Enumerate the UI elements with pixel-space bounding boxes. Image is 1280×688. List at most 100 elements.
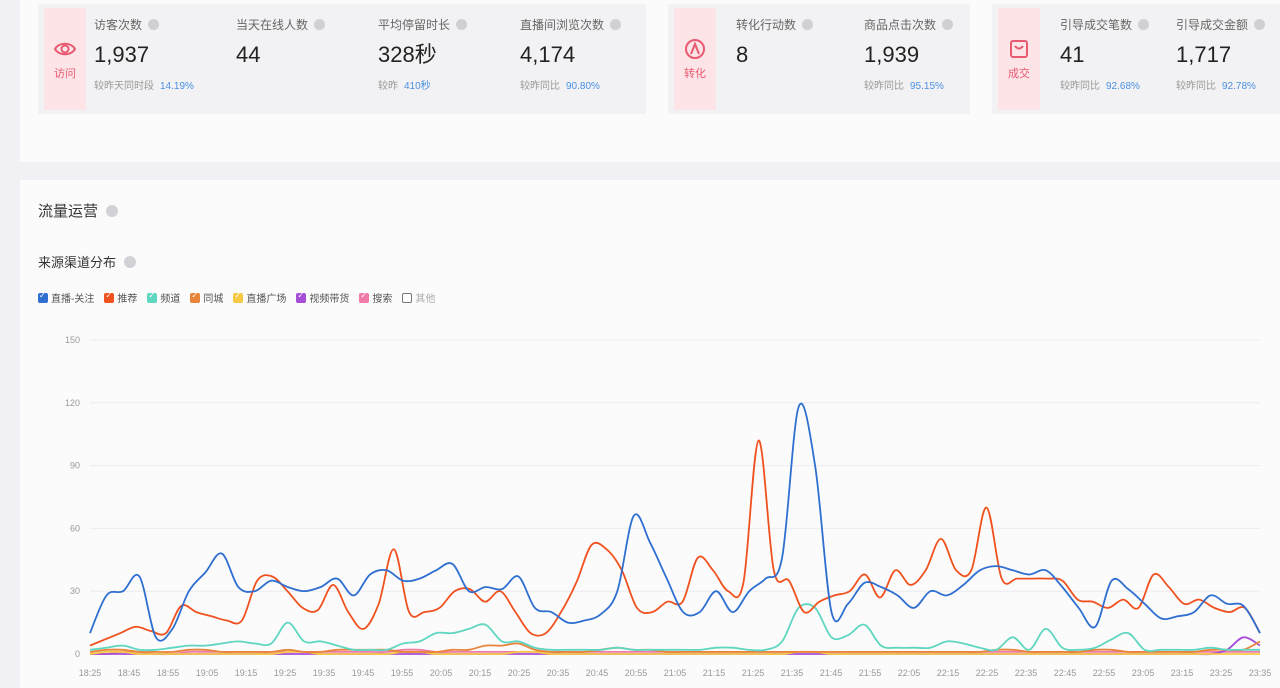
metric-visits: 访客次数 1,937 较昨天同时段 14.19% [94, 16, 194, 92]
legend-label: 推荐 [117, 294, 138, 305]
y-tick-label: 120 [65, 398, 80, 408]
x-tick-label: 22:35 [1015, 668, 1038, 678]
metric-value: 1,939 [864, 42, 920, 67]
x-tick-label: 21:25 [742, 668, 765, 678]
metric-views: 直播间浏览次数 4,174 较昨同比 90.80% [520, 16, 622, 92]
x-tick-label: 18:55 [157, 668, 180, 678]
metric-value: 8 [736, 42, 749, 67]
checkbox-icon [147, 291, 158, 303]
eye-icon [53, 42, 77, 56]
legend-item-5[interactable]: 视频带货 [296, 290, 349, 305]
x-tick-label: 20:25 [508, 668, 531, 678]
help-icon[interactable] [942, 19, 954, 30]
legend-item-3[interactable]: 同城 [190, 290, 223, 305]
metric-label: 引导成交笔数 [1060, 18, 1133, 32]
x-tick-label: 20:15 [469, 668, 492, 678]
x-tick-label: 20:55 [625, 668, 648, 678]
help-icon[interactable] [106, 204, 119, 217]
checkbox-icon [402, 292, 413, 303]
metric-compare: 较昨同比 92.68% [1060, 81, 1140, 92]
legend-label: 直播-关注 [51, 294, 95, 305]
visit-card: 访问 访客次数 1,937 较昨天同时段 14.19% 当天在线人数 44 平均停… [38, 4, 646, 114]
y-tick-label: 60 [70, 523, 80, 533]
metric-value: 4,174 [520, 42, 576, 67]
target-icon [685, 39, 705, 59]
help-icon[interactable] [610, 19, 622, 30]
x-tick-label: 19:25 [274, 668, 297, 678]
metric-avg-stay: 平均停留时长 328秒 较昨 410秒 [378, 16, 468, 92]
series-line-0 [89, 402, 1261, 642]
x-tick-label: 20:45 [586, 668, 609, 678]
metric-value: 44 [236, 42, 261, 67]
x-tick-label: 23:35 [1249, 668, 1272, 678]
x-tick-label: 19:05 [196, 668, 219, 678]
legend-item-6[interactable]: 搜索 [359, 290, 392, 305]
metric-compare: 较昨同比 90.80% [520, 81, 600, 92]
legend-item-7[interactable]: 其他 [402, 290, 435, 305]
conversion-category-label: 转化 [684, 68, 706, 80]
y-tick-label: 0 [75, 649, 80, 659]
conversion-category: 转化 [674, 8, 716, 110]
legend-item-4[interactable]: 直播广场 [233, 290, 286, 305]
metric-value: 328秒 [378, 42, 437, 67]
help-icon[interactable] [124, 255, 137, 268]
series-line-2 [89, 603, 1260, 652]
metric-compare: 较昨同比 92.78% [1176, 81, 1256, 92]
x-tick-label: 21:15 [703, 668, 726, 678]
traffic-panel: 流量运营 来源渠道分布 直播-关注 推荐 频道 同城 直播广场 视频带货 搜索 其他 0 30 6… [20, 180, 1280, 688]
x-tick-label: 22:45 [1054, 668, 1077, 678]
y-tick-label: 90 [70, 461, 80, 471]
help-icon[interactable] [314, 19, 326, 30]
legend-label: 同城 [203, 294, 224, 305]
x-tick-label: 23:05 [1132, 668, 1155, 678]
x-tick-label: 20:05 [430, 668, 453, 678]
checkbox-icon [359, 291, 370, 303]
conversion-card: 转化 转化行动数 8 商品点击次数 1,939 较昨同比 95.15% [668, 4, 970, 114]
x-tick-label: 18:25 [79, 668, 102, 678]
legend-label: 直播广场 [246, 294, 287, 305]
x-tick-label: 22:05 [898, 668, 921, 678]
legend-item-1[interactable]: 推荐 [104, 290, 137, 305]
help-icon[interactable] [456, 19, 468, 30]
metric-value: 41 [1060, 42, 1085, 67]
help-icon[interactable] [802, 19, 814, 30]
x-tick-label: 23:15 [1171, 668, 1194, 678]
metric-amount: 引导成交金额 1,717 较昨同比 92.78% [1176, 16, 1266, 92]
bag-icon [1010, 40, 1028, 58]
metric-label: 直播间浏览次数 [520, 18, 605, 32]
x-tick-label: 22:55 [1093, 668, 1116, 678]
x-tick-label: 21:45 [820, 668, 843, 678]
metric-label: 访客次数 [94, 18, 143, 32]
y-tick-label: 150 [65, 335, 80, 345]
metric-product-clicks: 商品点击次数 1,939 较昨同比 95.15% [864, 16, 954, 92]
checkbox-icon [104, 291, 115, 303]
visit-category: 访问 [44, 8, 86, 110]
subsection-title: 来源渠道分布 [38, 252, 137, 271]
metric-value: 1,937 [94, 42, 150, 67]
section-title: 流量运营 [38, 200, 119, 221]
x-tick-label: 18:45 [118, 668, 141, 678]
visit-category-label: 访问 [54, 68, 76, 80]
checkbox-icon [296, 291, 307, 303]
series-line-4 [89, 650, 1260, 656]
metric-compare: 较昨天同时段 14.19% [94, 81, 194, 92]
x-tick-label: 19:45 [352, 668, 375, 678]
x-tick-label: 19:35 [313, 668, 336, 678]
help-icon[interactable] [148, 19, 160, 30]
x-tick-label: 19:15 [235, 668, 258, 678]
series-line-1 [89, 439, 1261, 647]
help-icon[interactable] [1138, 19, 1150, 30]
x-tick-label: 21:55 [859, 668, 882, 678]
deal-card: 成交 引导成交笔数 41 较昨同比 92.68% 引导成交金额 1,717 较昨同… [992, 4, 1280, 114]
x-tick-label: 23:25 [1210, 668, 1233, 678]
x-tick-label: 21:35 [781, 668, 804, 678]
legend-label: 其他 [415, 294, 436, 305]
legend-label: 搜索 [372, 294, 393, 305]
deal-category: 成交 [998, 8, 1040, 110]
help-icon[interactable] [1254, 19, 1266, 30]
deal-category-label: 成交 [1008, 68, 1030, 80]
checkbox-icon [38, 291, 48, 303]
metric-value: 1,717 [1176, 42, 1232, 67]
legend-item-2[interactable]: 频道 [147, 290, 180, 305]
legend-item-0[interactable]: 直播-关注 [38, 290, 94, 305]
